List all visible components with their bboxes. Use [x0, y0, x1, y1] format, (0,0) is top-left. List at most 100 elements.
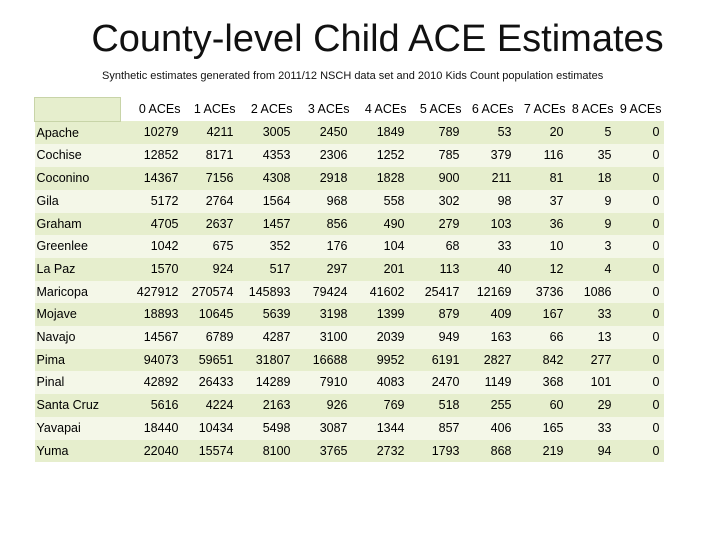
- table-cell: 842: [542, 352, 564, 367]
- table-cell: 1344: [376, 420, 405, 435]
- table-cell: 12169: [476, 284, 512, 299]
- table-cell: 5: [604, 125, 612, 140]
- table-cell: 558: [383, 193, 405, 208]
- table-cell: 785: [438, 148, 460, 163]
- table-row: Graham 4705 2637 1457 856 490 279 103 36 9 0: [34, 212, 664, 236]
- table-cell: 9: [604, 216, 612, 231]
- table-cell: 3736: [535, 284, 564, 299]
- table-cell: 68: [445, 239, 460, 254]
- table-cell: 31807: [255, 352, 291, 367]
- county-name-cell: Maricopa: [36, 284, 88, 299]
- table-row: Navajo 14567 6789 4287 3100 2039 949 163 66 13 0: [34, 326, 664, 349]
- table-cell: 0: [652, 171, 660, 186]
- table-cell: 352: [269, 239, 291, 254]
- table-cell: 8100: [262, 443, 291, 458]
- table-cell: 0: [652, 284, 660, 299]
- table-cell: 297: [326, 261, 348, 276]
- table-cell: 1457: [262, 216, 291, 231]
- table-cell: 9: [604, 193, 612, 208]
- table-row: Greenlee 1042 675 352 176 104 68 33 10 3 0: [34, 235, 664, 258]
- table-cell: 769: [383, 398, 405, 413]
- table-cell: 13: [597, 330, 612, 345]
- table-cell: 66: [549, 330, 564, 345]
- table-cell: 302: [438, 193, 460, 208]
- table-cell: 789: [438, 125, 460, 140]
- table-row: Gila 5172 2764 1564 968 558 302 98 37 9 0: [34, 189, 664, 213]
- table-cell: 3100: [319, 330, 348, 345]
- table-cell: 25417: [424, 284, 460, 299]
- table-cell: 18440: [143, 420, 179, 435]
- table-cell: 4: [604, 261, 612, 276]
- ace-estimates-table: 0 ACEs 1 ACEs 2 ACEs 3 ACEs 4 ACEs 5 ACEs 6 AC…: [34, 97, 664, 463]
- county-name-cell: Greenlee: [36, 239, 88, 254]
- table-cell: 12: [549, 261, 564, 276]
- table-cell: 4308: [262, 171, 291, 186]
- table-cell: 3005: [262, 125, 291, 140]
- county-name-cell: Yuma: [36, 443, 69, 458]
- table-cell: 924: [212, 261, 234, 276]
- table-cell: 4224: [205, 398, 234, 413]
- column-header: 7 ACEs: [523, 101, 566, 116]
- table-cell: 20: [549, 125, 564, 140]
- table-cell: 900: [438, 171, 460, 186]
- table-cell: 1570: [150, 261, 179, 276]
- table-cell: 2637: [205, 216, 234, 231]
- table-cell: 10645: [198, 307, 234, 322]
- table-cell: 219: [542, 443, 564, 458]
- table-cell: 165: [542, 420, 564, 435]
- table-cell: 1042: [150, 239, 179, 254]
- table-cell: 0: [652, 352, 660, 367]
- table-cell: 9952: [376, 352, 405, 367]
- county-name-cell: Yavapai: [36, 420, 81, 435]
- table-cell: 1849: [376, 125, 405, 140]
- column-header: 8 ACEs: [571, 101, 614, 116]
- table-cell: 0: [652, 443, 660, 458]
- table-cell: 41602: [369, 284, 405, 299]
- page-title: County-level Child ACE Estimates: [91, 18, 664, 60]
- table-cell: 379: [490, 148, 512, 163]
- table-cell: 1793: [431, 443, 460, 458]
- table-row: Maricopa 427912 270574 145893 79424 41602 2541…: [34, 280, 664, 304]
- county-name-cell: Graham: [36, 216, 82, 231]
- column-header: 3 ACEs: [307, 101, 350, 116]
- table-cell: 22040: [143, 443, 179, 458]
- table-cell: 5616: [150, 398, 179, 413]
- table-cell: 0: [652, 125, 660, 140]
- table-cell: 0: [652, 148, 660, 163]
- table-cell: 103: [490, 216, 512, 231]
- table-cell: 0: [652, 330, 660, 345]
- page-subtitle: Synthetic estimates generated from 2011/…: [102, 70, 604, 82]
- table-cell: 675: [212, 239, 234, 254]
- table-row: Yavapai 18440 10434 5498 3087 1344 857 406 165 33…: [34, 416, 664, 440]
- table-cell: 1828: [376, 171, 405, 186]
- table-cell: 0: [652, 398, 660, 413]
- table-cell: 37: [549, 193, 564, 208]
- table-body: Apache 10279 4211 3005 2450 1849 789 53 20 5 0 Coch…: [34, 121, 664, 463]
- table-cell: 2827: [483, 352, 512, 367]
- table-cell: 176: [326, 239, 348, 254]
- table-cell: 0: [652, 239, 660, 254]
- table-cell: 53: [497, 125, 512, 140]
- table-cell: 2450: [319, 125, 348, 140]
- table-cell: 3765: [319, 443, 348, 458]
- table-cell: 98: [497, 193, 512, 208]
- column-header: 2 ACEs: [250, 101, 293, 116]
- table-cell: 6191: [431, 352, 460, 367]
- table-cell: 12852: [143, 148, 179, 163]
- table-cell: 949: [438, 330, 460, 345]
- table-cell: 0: [652, 375, 660, 390]
- county-name-cell: Pinal: [36, 375, 65, 390]
- table-cell: 4211: [206, 125, 234, 140]
- table-cell: 1399: [376, 307, 405, 322]
- table-cell: 8171: [205, 148, 234, 163]
- table-cell: 368: [542, 375, 564, 390]
- table-cell: 3: [604, 239, 612, 254]
- table-row: Mojave 18893 10645 5639 3198 1399 879 409 167 33 0: [34, 303, 664, 327]
- table-cell: 2470: [431, 375, 460, 390]
- table-cell: 211: [491, 171, 512, 186]
- table-cell: 7156: [205, 171, 234, 186]
- table-cell: 5639: [262, 307, 291, 322]
- table-cell: 4353: [262, 148, 291, 163]
- table-cell: 145893: [248, 284, 291, 299]
- table-cell: 26433: [198, 375, 234, 390]
